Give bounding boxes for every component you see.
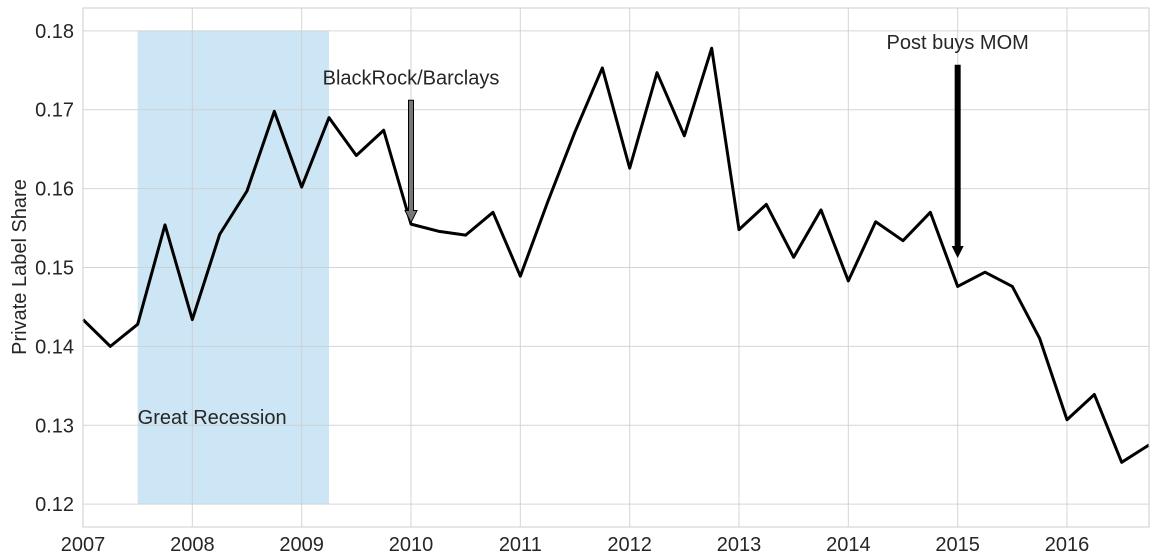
y-tick-label: 0.12 [35,494,74,516]
x-tick-label: 2011 [499,534,542,556]
annotation-text: Post buys MOM [887,32,1029,54]
y-tick-label: 0.16 [35,179,74,201]
y-tick-label: 0.15 [35,258,74,280]
x-tick-label: 2014 [826,534,871,556]
arrow [404,99,418,224]
arrow [951,64,964,259]
y-tick-label: 0.18 [35,21,74,43]
x-tick-label: 2015 [935,534,980,556]
x-tick-label: 2016 [1045,534,1090,556]
y-tick-label: 0.17 [35,100,74,122]
x-tick-label: 2008 [170,534,215,556]
x-tick-label: 2012 [607,534,652,556]
annotation-arrow [951,64,964,259]
annotation-arrow [404,99,418,224]
annotation-text: BlackRock/Barclays [323,67,500,89]
x-tick-label: 2009 [279,534,324,556]
y-tick-label: 0.13 [35,415,74,437]
x-tick-label: 2010 [389,534,434,556]
y-axis-label: Private Label Share [9,179,31,355]
region-label: Great Recession [138,407,287,429]
y-tick-label: 0.14 [35,336,74,358]
x-tick-label: 2013 [717,534,762,556]
x-tick-label: 2007 [61,534,106,556]
plot-frame [82,7,1150,528]
series-line [81,46,1150,464]
